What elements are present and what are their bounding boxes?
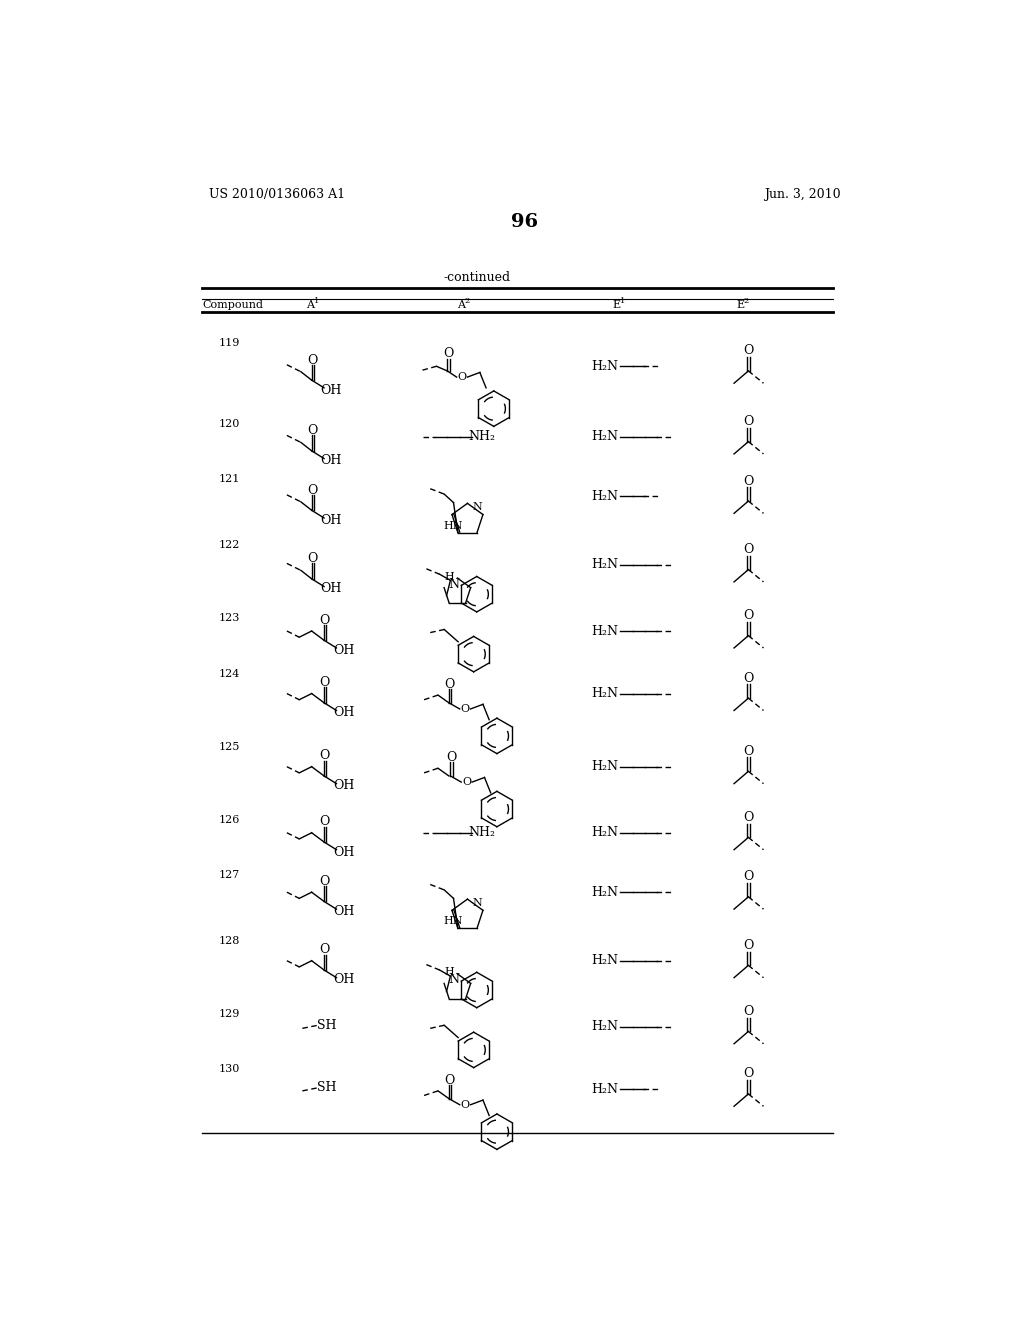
Text: H₂N: H₂N: [592, 1020, 618, 1034]
Text: 130: 130: [219, 1064, 240, 1074]
Text: 127: 127: [219, 870, 240, 880]
Text: HN: HN: [443, 520, 463, 531]
Text: H₂N: H₂N: [592, 760, 618, 774]
Text: O: O: [319, 750, 330, 763]
Text: 123: 123: [219, 612, 240, 623]
Text: O: O: [307, 424, 317, 437]
Text: O: O: [319, 614, 330, 627]
Text: O: O: [319, 816, 330, 829]
Text: H₂N: H₂N: [592, 360, 618, 372]
Text: 122: 122: [219, 540, 240, 550]
Text: H₂N: H₂N: [592, 558, 618, 572]
Text: OH: OH: [333, 644, 354, 657]
Text: O: O: [443, 347, 454, 360]
Text: O: O: [742, 345, 754, 358]
Text: N: N: [473, 898, 482, 908]
Text: O: O: [319, 944, 330, 957]
Text: HN: HN: [443, 916, 463, 927]
Text: O: O: [742, 939, 754, 952]
Text: N: N: [449, 973, 459, 986]
Text: OH: OH: [333, 906, 354, 917]
Text: OH: OH: [333, 706, 354, 719]
Text: O: O: [742, 810, 754, 824]
Text: SH: SH: [317, 1081, 337, 1094]
Text: 2: 2: [465, 297, 470, 305]
Text: O: O: [319, 676, 330, 689]
Text: O: O: [742, 870, 754, 883]
Text: H₂N: H₂N: [592, 1082, 618, 1096]
Text: O: O: [461, 704, 470, 714]
Text: O: O: [307, 552, 317, 565]
Text: H₂N: H₂N: [592, 686, 618, 700]
Text: OH: OH: [333, 779, 354, 792]
Text: O: O: [742, 672, 754, 685]
Text: Compound: Compound: [202, 301, 263, 310]
Text: 119: 119: [219, 338, 240, 348]
Text: H₂N: H₂N: [592, 490, 618, 503]
Text: OH: OH: [321, 454, 342, 467]
Text: O: O: [742, 414, 754, 428]
Text: O: O: [742, 1005, 754, 1018]
Text: 125: 125: [219, 742, 240, 751]
Text: H₂N: H₂N: [592, 886, 618, 899]
Text: N: N: [449, 578, 459, 591]
Text: NH₂: NH₂: [469, 430, 496, 444]
Text: US 2010/0136063 A1: US 2010/0136063 A1: [209, 187, 345, 201]
Text: O: O: [742, 744, 754, 758]
Text: OH: OH: [321, 513, 342, 527]
Text: Jun. 3, 2010: Jun. 3, 2010: [764, 187, 841, 201]
Text: O: O: [742, 1068, 754, 1081]
Text: 96: 96: [511, 213, 539, 231]
Text: E: E: [612, 301, 621, 310]
Text: E: E: [736, 301, 744, 310]
Text: H: H: [444, 572, 455, 582]
Text: O: O: [462, 777, 471, 787]
Text: SH: SH: [317, 1019, 337, 1032]
Text: 1: 1: [313, 297, 319, 305]
Text: 120: 120: [219, 418, 240, 429]
Text: H₂N: H₂N: [592, 430, 618, 444]
Text: 1: 1: [620, 297, 625, 305]
Text: 126: 126: [219, 814, 240, 825]
Text: H: H: [444, 968, 455, 977]
Text: O: O: [742, 543, 754, 556]
Text: 121: 121: [219, 474, 240, 484]
Text: OH: OH: [333, 846, 354, 858]
Text: -continued: -continued: [443, 271, 510, 284]
Text: H₂N: H₂N: [592, 624, 618, 638]
Text: O: O: [461, 1100, 470, 1110]
Text: O: O: [307, 483, 317, 496]
Text: 124: 124: [219, 668, 240, 678]
Text: O: O: [444, 1073, 455, 1086]
Text: NH₂: NH₂: [469, 826, 496, 840]
Text: OH: OH: [333, 973, 354, 986]
Text: H₂N: H₂N: [592, 826, 618, 840]
Text: O: O: [742, 474, 754, 487]
Text: O: O: [742, 609, 754, 622]
Text: 128: 128: [219, 936, 240, 945]
Text: OH: OH: [321, 582, 342, 595]
Text: O: O: [444, 677, 455, 690]
Text: OH: OH: [321, 384, 342, 397]
Text: O: O: [307, 354, 317, 367]
Text: A: A: [306, 301, 314, 310]
Text: A: A: [458, 301, 465, 310]
Text: N: N: [473, 502, 482, 512]
Text: O: O: [446, 751, 457, 764]
Text: O: O: [458, 372, 467, 381]
Text: H₂N: H₂N: [592, 954, 618, 968]
Text: 129: 129: [219, 1008, 240, 1019]
Text: O: O: [319, 875, 330, 888]
Text: 2: 2: [743, 297, 750, 305]
